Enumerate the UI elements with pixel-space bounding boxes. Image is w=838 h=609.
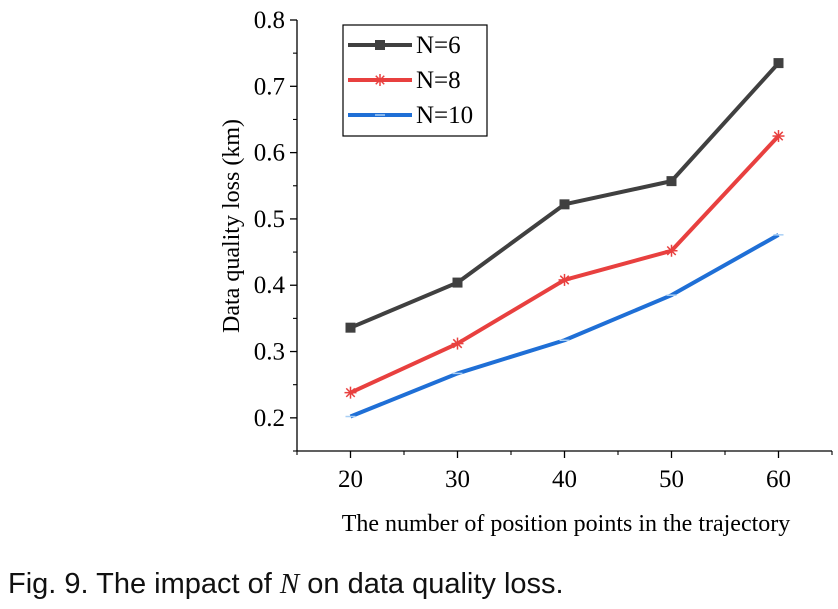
x-tick-label: 50 <box>659 466 684 493</box>
figure-caption: Fig. 9. The impact of N on data quality … <box>8 568 564 601</box>
data-point <box>452 277 463 288</box>
data-point <box>345 322 356 333</box>
data-point-stroke <box>375 75 385 85</box>
legend-label: N=6 <box>416 32 461 59</box>
series-n-10 <box>345 233 784 419</box>
series-line <box>349 233 780 419</box>
data-point-stroke <box>452 338 463 349</box>
caption-variable: N <box>279 568 300 600</box>
legend-entry: N=8 <box>348 67 461 94</box>
chart: 0.20.30.40.50.60.70.8 20 30 40 50 60 N=6N=8N… <box>219 7 833 537</box>
legend: N=6 N=8 N=10 <box>342 24 488 137</box>
data-point <box>558 273 571 286</box>
y-tick-label: 0.5 <box>254 206 285 233</box>
series-n-8 <box>344 130 785 399</box>
data-point-stroke <box>559 275 570 285</box>
data-point <box>773 58 784 69</box>
data-point-stroke <box>773 131 784 141</box>
data-point <box>559 199 570 210</box>
x-tick-label: 60 <box>766 466 791 493</box>
y-tick-label: 0.3 <box>254 339 285 366</box>
caption-prefix: Fig. 9. The impact of <box>8 568 280 600</box>
legend-entry: N=6 <box>348 32 461 59</box>
legend-entry: N=10 <box>348 102 473 129</box>
series-n-6 <box>345 58 784 333</box>
caption-suffix: on data quality loss. <box>299 568 564 600</box>
legend-label: N=10 <box>416 102 473 129</box>
data-point-stroke <box>666 245 677 256</box>
x-tick-label: 20 <box>338 466 363 493</box>
x-axis-ticks: 20 30 40 50 60 <box>296 451 833 493</box>
y-tick-label: 0.8 <box>254 7 285 34</box>
data-point <box>374 74 386 86</box>
y-tick-label: 0.6 <box>254 140 285 167</box>
data-point <box>666 176 677 187</box>
series-line <box>349 134 780 395</box>
data-point <box>375 40 385 50</box>
y-tick-label: 0.7 <box>254 73 285 100</box>
x-tick-label: 30 <box>445 466 470 493</box>
data-point <box>344 386 357 399</box>
data-point-stroke <box>345 387 356 398</box>
y-axis-ticks: 0.2 0.3 0.4 0.5 0.6 0.7 0.8 <box>254 7 297 452</box>
data-point <box>451 337 464 350</box>
data-point <box>665 244 678 257</box>
y-tick-label: 0.2 <box>254 405 285 432</box>
series-layer <box>344 58 785 419</box>
legend-label: N=8 <box>416 67 461 94</box>
x-axis-title: The number of position points in the tra… <box>342 511 791 537</box>
data-point <box>772 130 785 143</box>
y-axis-title: Data quality loss (km) <box>219 119 245 333</box>
y-tick-label: 0.4 <box>254 272 286 299</box>
x-tick-label: 40 <box>552 466 577 493</box>
